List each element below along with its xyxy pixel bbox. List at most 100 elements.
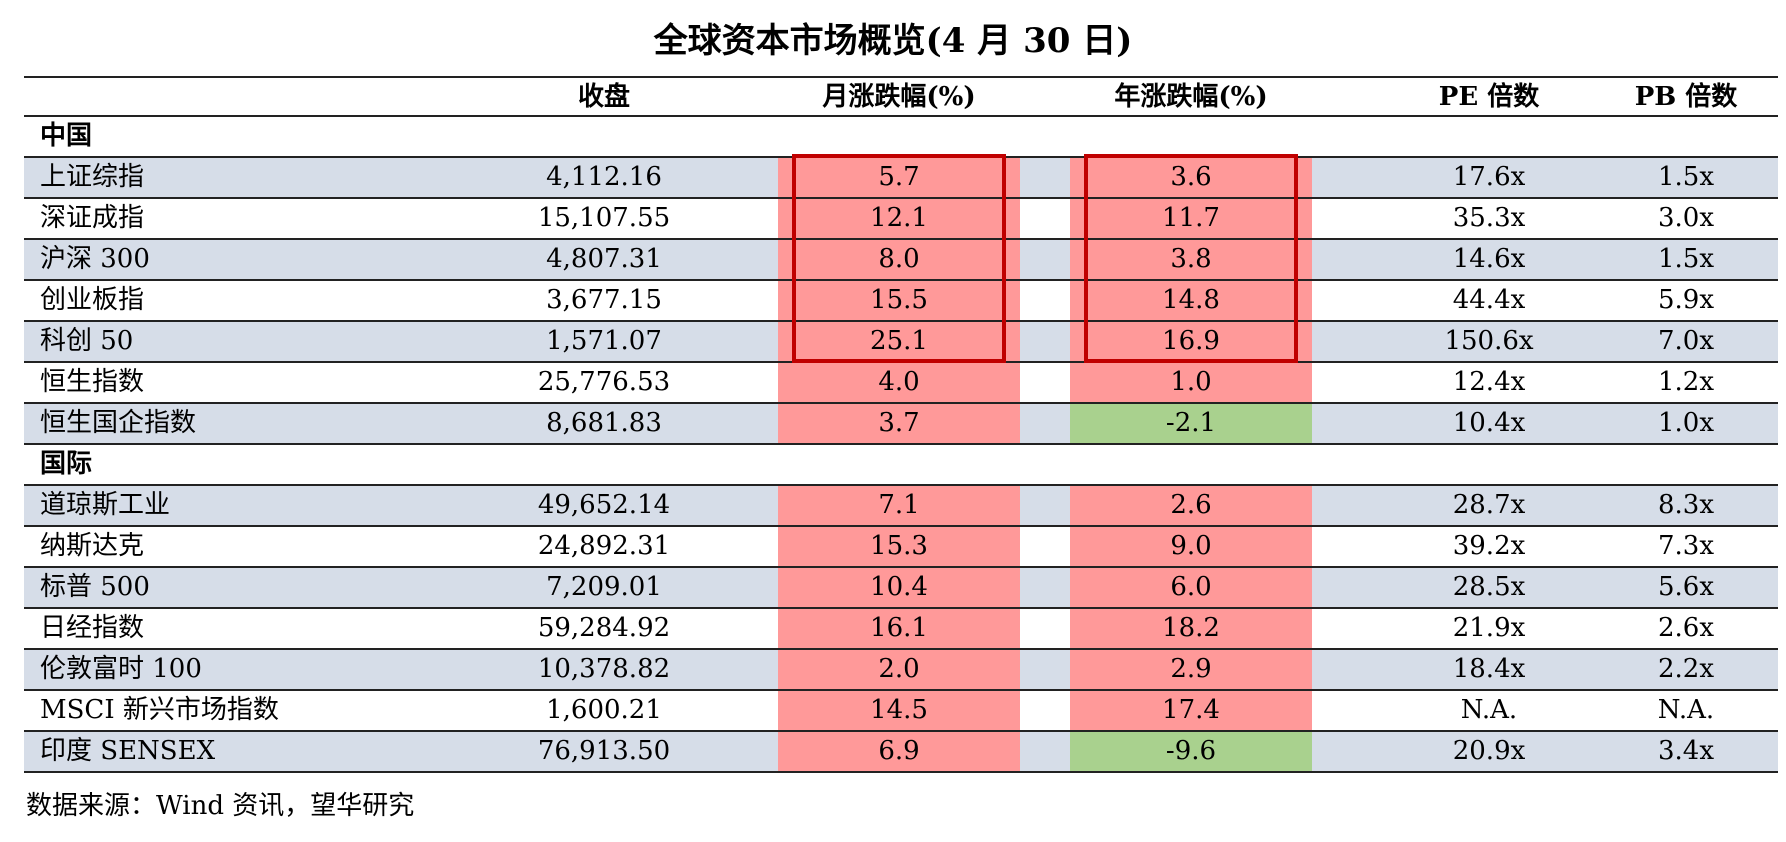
index-name: MSCI 新兴市场指数 — [40, 695, 279, 725]
index-name: 上证综指 — [40, 162, 145, 192]
monthly-change: 4.0 — [778, 363, 1020, 402]
pb-ratio: 7.3x — [1657, 531, 1714, 561]
index-name: 深证成指 — [40, 203, 145, 233]
pe-ratio: 14.6x — [1452, 244, 1526, 274]
pb-ratio: 3.0x — [1657, 203, 1714, 233]
pe-ratio: 12.4x — [1452, 367, 1526, 397]
monthly-change: 14.5 — [778, 691, 1020, 730]
yearly-change: 6.0 — [1070, 568, 1312, 607]
header-monthly: 月涨跌幅(%) — [822, 82, 976, 112]
index-name: 日经指数 — [40, 613, 145, 643]
pe-ratio: 35.3x — [1452, 203, 1526, 233]
index-name: 纳斯达克 — [40, 531, 145, 561]
table-row: 深证成指 15,107.55 12.1 11.7 35.3x 3.0x — [24, 199, 1778, 240]
yearly-change: -2.1 — [1070, 404, 1312, 443]
pe-ratio: 10.4x — [1452, 408, 1526, 438]
index-name: 伦敦富时 100 — [40, 654, 202, 684]
table-row: 科创 50 1,571.07 25.1 16.9 150.6x 7.0x — [24, 322, 1778, 363]
yearly-change: 9.0 — [1070, 527, 1312, 566]
pb-ratio: N.A. — [1657, 695, 1715, 725]
monthly-change: 2.0 — [778, 650, 1020, 689]
pe-ratio: 150.6x — [1444, 326, 1534, 356]
section-row: 中国 — [24, 117, 1778, 158]
pe-ratio: 28.7x — [1452, 490, 1526, 520]
section-row: 国际 — [24, 445, 1778, 486]
index-name: 沪深 300 — [40, 244, 150, 274]
pb-ratio: 8.3x — [1657, 490, 1714, 520]
table-row: 道琼斯工业 49,652.14 7.1 2.6 28.7x 8.3x — [24, 486, 1778, 527]
close-value: 1,571.07 — [546, 326, 662, 356]
pb-ratio: 1.2x — [1657, 367, 1714, 397]
header-pb: PB 倍数 — [1634, 82, 1738, 112]
yearly-change: 16.9 — [1070, 322, 1312, 361]
market-overview-table: 收盘 月涨跌幅(%) 年涨跌幅(%) PE 倍数 PB 倍数 中国上证综指 4,1… — [24, 76, 1778, 773]
table-row: 纳斯达克 24,892.31 15.3 9.0 39.2x 7.3x — [24, 527, 1778, 568]
close-value: 8,681.83 — [546, 408, 662, 438]
close-value: 59,284.92 — [537, 613, 671, 643]
index-name: 创业板指 — [40, 285, 145, 315]
table-row: MSCI 新兴市场指数 1,600.21 14.5 17.4 N.A. N.A. — [24, 691, 1778, 732]
table-body: 中国上证综指 4,112.16 5.7 3.6 17.6x 1.5x 深证成指 15,107.… — [24, 117, 1778, 773]
close-value: 25,776.53 — [537, 367, 671, 397]
pe-ratio: 21.9x — [1452, 613, 1526, 643]
table-row: 恒生国企指数 8,681.83 3.7 -2.1 10.4x 1.0x — [24, 404, 1778, 445]
table-row: 恒生指数 25,776.53 4.0 1.0 12.4x 1.2x — [24, 363, 1778, 404]
table-header-row: 收盘 月涨跌幅(%) 年涨跌幅(%) PE 倍数 PB 倍数 — [24, 76, 1778, 117]
pe-ratio: 17.6x — [1452, 162, 1526, 192]
index-name: 恒生国企指数 — [40, 408, 197, 438]
index-name: 道琼斯工业 — [40, 490, 171, 520]
header-yearly: 年涨跌幅(%) — [1114, 82, 1268, 112]
yearly-change: 3.8 — [1070, 240, 1312, 279]
monthly-change: 12.1 — [778, 199, 1020, 238]
close-value: 7,209.01 — [546, 572, 662, 602]
yearly-change: 3.6 — [1070, 158, 1312, 197]
monthly-change: 10.4 — [778, 568, 1020, 607]
pb-ratio: 7.0x — [1657, 326, 1714, 356]
header-pe: PE 倍数 — [1438, 82, 1540, 112]
yearly-change: -9.6 — [1070, 732, 1312, 771]
close-value: 10,378.82 — [537, 654, 671, 684]
monthly-change: 15.5 — [778, 281, 1020, 320]
close-value: 3,677.15 — [546, 285, 662, 315]
pb-ratio: 5.9x — [1657, 285, 1714, 315]
pe-ratio: 28.5x — [1452, 572, 1526, 602]
table-row: 印度 SENSEX 76,913.50 6.9 -9.6 20.9x 3.4x — [24, 732, 1778, 773]
monthly-change: 5.7 — [778, 158, 1020, 197]
monthly-change: 3.7 — [778, 404, 1020, 443]
pe-ratio: 18.4x — [1452, 654, 1526, 684]
page-title: 全球资本市场概览(4 月 30 日) — [653, 21, 1133, 61]
close-value: 76,913.50 — [537, 736, 671, 766]
close-value: 4,807.31 — [546, 244, 662, 274]
table-row: 创业板指 3,677.15 15.5 14.8 44.4x 5.9x — [24, 281, 1778, 322]
monthly-change: 7.1 — [778, 486, 1020, 525]
pb-ratio: 2.2x — [1657, 654, 1714, 684]
close-value: 4,112.16 — [546, 162, 662, 192]
pb-ratio: 1.5x — [1657, 162, 1714, 192]
section-label: 国际 — [40, 449, 93, 479]
pb-ratio: 3.4x — [1657, 736, 1714, 766]
pb-ratio: 1.5x — [1657, 244, 1714, 274]
header-close: 收盘 — [577, 82, 630, 112]
index-name: 标普 500 — [40, 572, 150, 602]
pe-ratio: N.A. — [1460, 695, 1518, 725]
yearly-change: 17.4 — [1070, 691, 1312, 730]
pb-ratio: 5.6x — [1657, 572, 1714, 602]
pb-ratio: 1.0x — [1657, 408, 1714, 438]
pe-ratio: 20.9x — [1452, 736, 1526, 766]
close-value: 15,107.55 — [537, 203, 671, 233]
monthly-change: 16.1 — [778, 609, 1020, 648]
monthly-change: 8.0 — [778, 240, 1020, 279]
table-row: 标普 500 7,209.01 10.4 6.0 28.5x 5.6x — [24, 568, 1778, 609]
close-value: 1,600.21 — [546, 695, 662, 725]
yearly-change: 2.6 — [1070, 486, 1312, 525]
close-value: 24,892.31 — [537, 531, 671, 561]
yearly-change: 1.0 — [1070, 363, 1312, 402]
close-value: 49,652.14 — [537, 490, 671, 520]
section-label: 中国 — [40, 121, 93, 151]
source-note: 数据来源：Wind 资讯，望华研究 — [26, 791, 415, 821]
index-name: 印度 SENSEX — [40, 736, 216, 766]
yearly-change: 11.7 — [1070, 199, 1312, 238]
table-row: 上证综指 4,112.16 5.7 3.6 17.6x 1.5x — [24, 158, 1778, 199]
index-name: 恒生指数 — [40, 367, 145, 397]
